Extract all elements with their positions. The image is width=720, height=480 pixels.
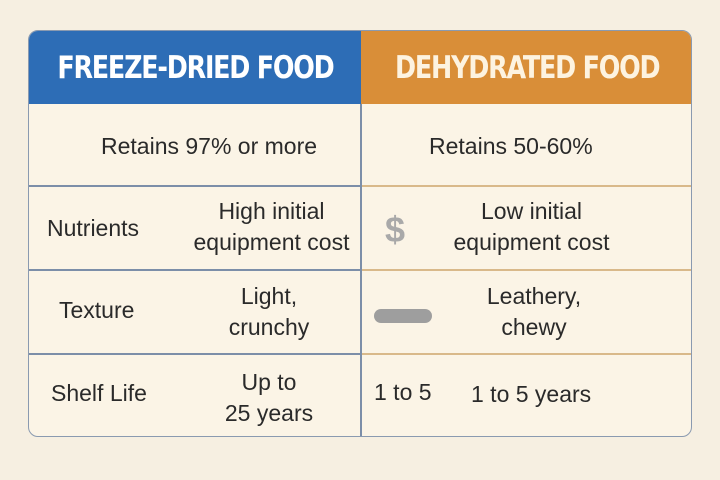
dehydrated-cost: Low initial equipment cost [439,196,624,258]
freeze-cost: High initial equipment cost [179,196,364,258]
dehydrated-texture: Leathery, chewy [469,281,599,343]
row-divider [29,353,361,355]
freeze-texture: Light, crunchy [209,281,329,343]
row-divider [29,185,361,187]
row-divider [362,353,691,355]
header-freeze-dried-label: FREEZE-DRIED FOOD [56,49,334,86]
dehydrated-cost-line1: Low initial [481,198,582,224]
row-divider [29,269,361,271]
freeze-texture-line2: crunchy [228,314,310,340]
dehydrated-shelf-life-short: 1 to 5 [374,379,432,405]
row-label-nutrients: Nutrients [47,215,140,241]
jerky-icon [374,309,432,323]
row-label-shelf-life: Shelf Life [51,380,147,406]
comparison-table: FREEZE-DRIED FOOD DEHYDRATED FOOD Retain… [28,30,692,437]
freeze-texture-line1: Light, [240,283,298,309]
dehydrated-texture-line1: Leathery, [486,283,582,309]
freeze-shelf-life-line2: 25 years [224,400,314,426]
dehydrated-shelf-life: 1 to 5 years [471,381,592,407]
header-dehydrated: DEHYDRATED FOOD [361,31,691,104]
header-freeze-dried: FREEZE-DRIED FOOD [29,31,361,104]
freeze-nutrient-retention: Retains 97% or more [101,133,318,159]
freeze-shelf-life-line1: Up to [241,369,297,395]
freeze-shelf-life: Up to 25 years [204,367,334,429]
row-divider [362,269,691,271]
dehydrated-texture-line2: chewy [501,314,567,340]
header-dehydrated-label: DEHYDRATED FOOD [394,49,661,86]
row-label-texture: Texture [59,297,135,323]
freeze-cost-line2: equipment cost [193,229,350,255]
freeze-cost-line1: High initial [218,198,325,224]
row-divider [362,185,691,187]
dehydrated-cost-line2: equipment cost [453,229,610,255]
dehydrated-nutrient-retention: Retains 50-60% [429,133,593,159]
dollar-icon: $ [385,209,406,250]
